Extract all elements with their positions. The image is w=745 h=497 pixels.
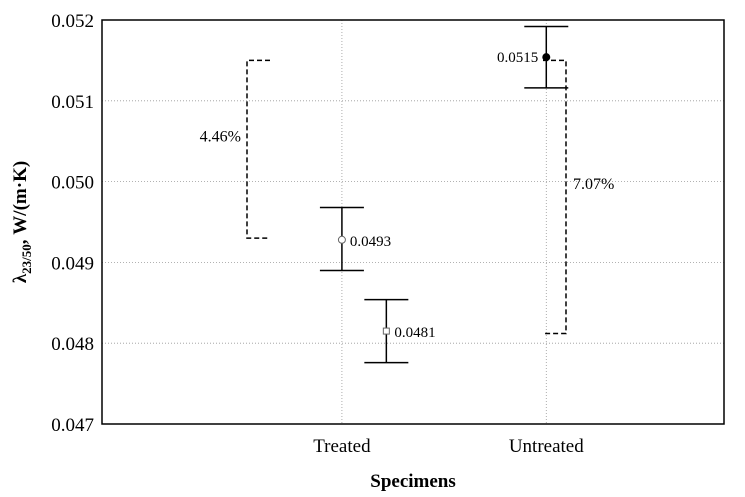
y-tick-label: 0.050 (51, 173, 94, 194)
data-label: 0.0515 (497, 50, 538, 66)
x-tick-label: Treated (313, 436, 371, 457)
data-label: 0.0493 (350, 234, 391, 250)
y-axis-title: λ23/50, W/(m·K) (10, 161, 34, 283)
x-axis-title: Specimens (370, 471, 456, 492)
data-point (337, 235, 346, 244)
y-tick-label: 0.051 (51, 92, 94, 113)
plot-frame (101, 19, 725, 425)
data-points: 0.0493 0.0481 0.0515 (319, 25, 569, 364)
data-point (542, 53, 551, 62)
data-label: 0.0481 (394, 325, 435, 341)
y-tick-label: 0.047 (51, 415, 94, 436)
bracket-line (246, 59, 270, 239)
y-tick-label: 0.052 (51, 11, 94, 32)
bracket-label: 4.46% (200, 128, 241, 145)
bracket-line (543, 59, 567, 335)
y-axis-title-subscript: 23/50 (19, 244, 34, 274)
x-tick-label: Untreated (509, 436, 584, 457)
data-point (382, 327, 390, 335)
brackets: 4.46% 7.07% (200, 59, 614, 335)
bracket-label: 7.07% (573, 176, 614, 193)
y-axis-title-unit: , W/(m·K) (10, 161, 31, 244)
y-axis-title-symbol: λ (10, 273, 31, 283)
y-axis: 0.047 0.048 0.049 0.050 0.051 0.052 (51, 11, 94, 436)
x-axis: Treated Untreated (313, 436, 584, 457)
y-tick-label: 0.048 (51, 334, 94, 355)
grid (102, 20, 724, 424)
y-tick-label: 0.049 (51, 253, 94, 274)
